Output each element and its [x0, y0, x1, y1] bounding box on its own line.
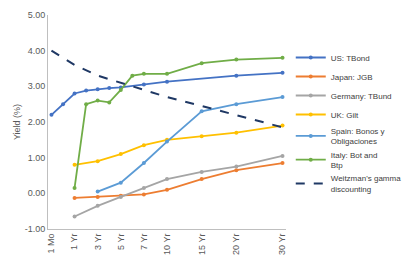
- svg-text:1 Mo: 1 Mo: [46, 234, 56, 254]
- svg-text:7 Yr: 7 Yr: [139, 234, 149, 250]
- svg-text:1 Yr: 1 Yr: [69, 234, 79, 250]
- svg-text:Spain: Bonos yObligaciones: Spain: Bonos yObligaciones: [331, 127, 385, 146]
- svg-text:5 Yr: 5 Yr: [116, 234, 126, 250]
- svg-text:US: TBond: US: TBond: [331, 54, 370, 63]
- svg-text:Yield (%): Yield (%): [12, 104, 22, 140]
- svg-text:Germany: TBund: Germany: TBund: [331, 92, 392, 101]
- svg-text:Italy: Bot andBtp: Italy: Bot andBtp: [331, 151, 378, 170]
- svg-text:3.00: 3.00: [28, 81, 46, 91]
- svg-text:15 Yr: 15 Yr: [197, 234, 207, 255]
- svg-text:3 Yr: 3 Yr: [93, 234, 103, 250]
- svg-text:4.00: 4.00: [28, 46, 46, 56]
- svg-text:30 Yr: 30 Yr: [277, 234, 287, 255]
- svg-text:20 Yr: 20 Yr: [231, 234, 241, 255]
- svg-text:10 Yr: 10 Yr: [162, 234, 172, 255]
- svg-text:Weitzman's gammadiscounting: Weitzman's gammadiscounting: [331, 174, 401, 193]
- svg-text:Japan: JGB: Japan: JGB: [331, 73, 373, 82]
- svg-text:2.00: 2.00: [28, 117, 46, 127]
- svg-text:-1.00: -1.00: [25, 224, 46, 234]
- svg-text:1.00: 1.00: [28, 153, 46, 163]
- svg-text:0.00: 0.00: [28, 188, 46, 198]
- svg-text:UK: Gilt: UK: Gilt: [331, 111, 359, 120]
- svg-text:5.00: 5.00: [28, 10, 46, 20]
